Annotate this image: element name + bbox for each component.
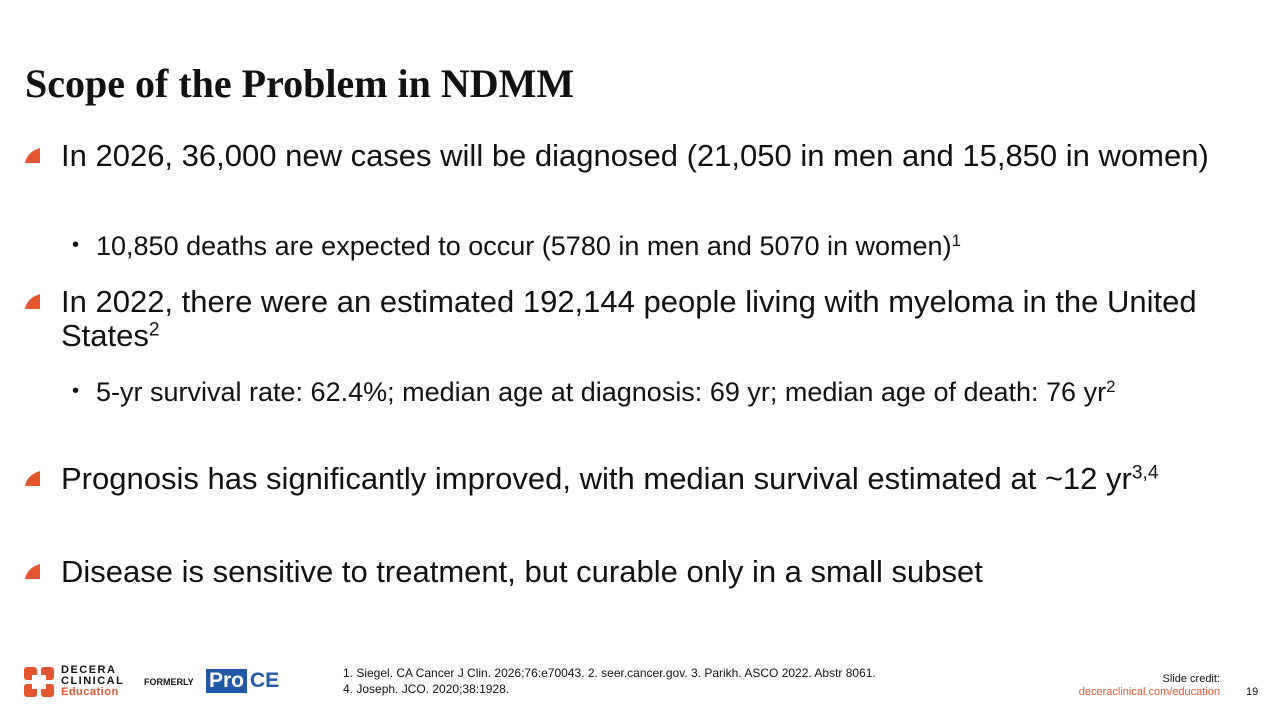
- bullet: Prognosis has significantly improved, wi…: [61, 462, 1251, 496]
- logo-text: DECERA CLINICAL Education: [61, 665, 124, 698]
- superscript: 2: [148, 319, 160, 341]
- bullet-text: In 2022, there were an estimated 192,144…: [61, 284, 1197, 353]
- bullet-marker: [25, 471, 40, 486]
- bullet: In 2022, there were an estimated 192,144…: [61, 285, 1251, 353]
- proce-pro: Pro: [206, 669, 248, 693]
- sub-bullet: 10,850 deaths are expected to occur (578…: [96, 230, 1256, 262]
- logo-line: Education: [61, 686, 119, 698]
- logo-line: CLINICAL: [61, 675, 125, 687]
- sub-bullet-dot: •: [72, 234, 80, 256]
- superscript: 2: [1106, 376, 1116, 396]
- proce-ce: CE: [250, 669, 280, 692]
- slide-credit: Slide credit: deceraclinical.com/educati…: [1079, 673, 1220, 699]
- slide-title: Scope of the Problem in NDMM: [25, 61, 575, 106]
- bullet-marker: [25, 294, 40, 309]
- superscript: 1: [951, 230, 961, 250]
- sub-bullet-dot: •: [72, 380, 80, 402]
- page-number: 19: [1246, 686, 1259, 698]
- bullet-marker: [25, 148, 40, 163]
- credit-url: deceraclinical.com/education: [1078, 686, 1220, 698]
- sub-bullet-text: 10,850 deaths are expected to occur (578…: [96, 231, 952, 261]
- bullet: Disease is sensitive to treatment, but c…: [61, 555, 1251, 589]
- proce-logo: Pro CE: [206, 669, 282, 693]
- credit-label: Slide credit:: [1162, 673, 1220, 685]
- formerly-label: FORMERLY: [144, 677, 194, 687]
- reference-line: 4. Joseph. JCO. 2020;38:1928.: [343, 682, 510, 696]
- superscript: 3,4: [1131, 462, 1159, 484]
- bullet-marker: [25, 564, 40, 579]
- logo-icon: [24, 667, 54, 697]
- references: 1. Siegel. CA Cancer J Clin. 2026;76:e70…: [343, 665, 876, 697]
- bullet-text: Prognosis has significantly improved, wi…: [61, 461, 1132, 496]
- sub-bullet: 5-yr survival rate: 62.4%; median age at…: [96, 376, 1256, 408]
- bullet-text: In 2026, 36,000 new cases will be diagno…: [61, 138, 1209, 173]
- reference-line: 1. Siegel. CA Cancer J Clin. 2026;76:e70…: [343, 666, 876, 680]
- bullet: In 2026, 36,000 new cases will be diagno…: [61, 139, 1251, 173]
- bullet-text: Disease is sensitive to treatment, but c…: [61, 554, 983, 589]
- logo-line: DECERA: [61, 664, 117, 676]
- sub-bullet-text: 5-yr survival rate: 62.4%; median age at…: [96, 377, 1107, 407]
